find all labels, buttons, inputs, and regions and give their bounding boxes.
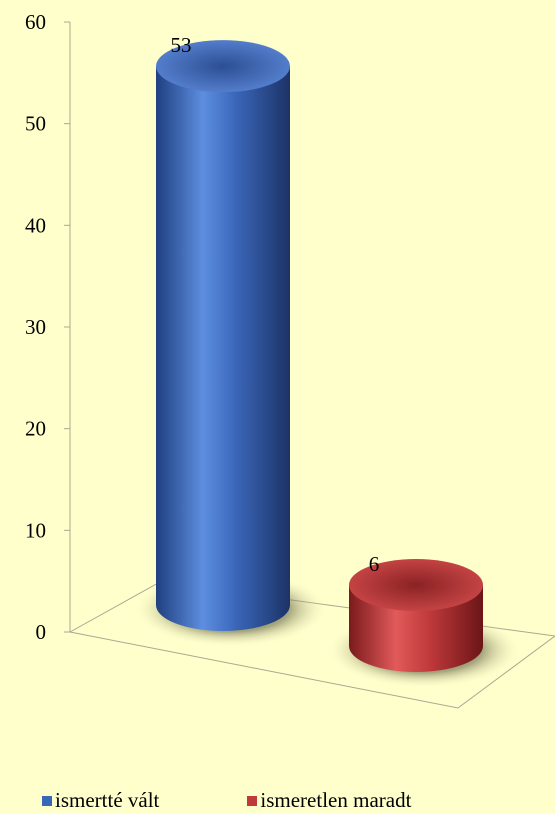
y-tick-label: 40: [25, 213, 46, 237]
legend: ismertté vált ismeretlen maradt: [42, 788, 411, 813]
y-tick-label: 50: [25, 112, 46, 136]
y-tick-label: 10: [25, 518, 46, 542]
y-tick-label: 20: [25, 417, 46, 441]
y-tick-label: 60: [25, 10, 46, 34]
legend-swatch-2: [247, 795, 258, 806]
chart-floor: [68, 581, 555, 709]
legend-label-1: ismertté vált: [55, 788, 160, 812]
bar-top: [156, 40, 290, 93]
legend-item-2: ismeretlen maradt: [247, 788, 411, 813]
bar-top: [349, 559, 483, 611]
bar-1: 53: [134, 33, 328, 647]
bar-body: [156, 66, 290, 631]
y-tick-label: 30: [25, 315, 46, 339]
chart-svg: 0 10 20 30 40 50 60 53 6: [25, 10, 555, 709]
legend-swatch-1: [42, 795, 52, 806]
data-label-2: 6: [369, 552, 380, 576]
data-label-1: 53: [171, 33, 192, 57]
bar-2: 6: [327, 552, 521, 688]
legend-label-2: ismeretlen maradt: [260, 788, 412, 812]
legend-item-1: ismertté vált: [42, 788, 159, 813]
y-tick-label: 0: [36, 620, 47, 644]
y-axis-ticks: 0 10 20 30 40 50 60: [25, 10, 70, 644]
bars: 53 6: [134, 33, 521, 688]
